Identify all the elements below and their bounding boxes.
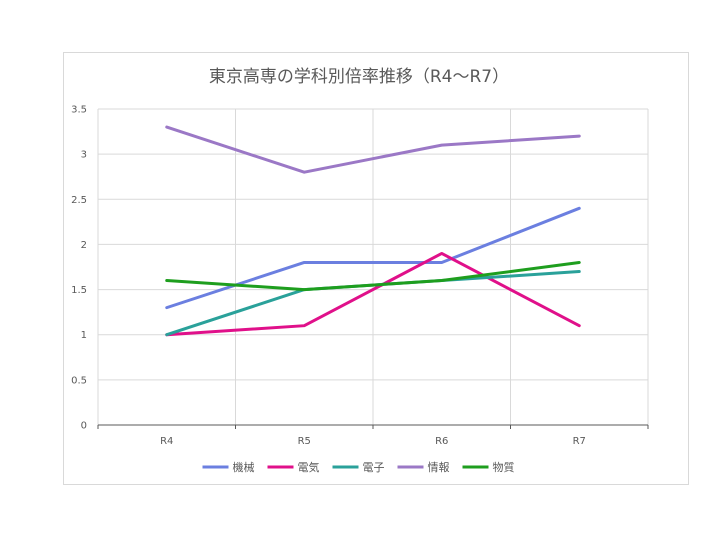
y-tick-label: 3.5 — [71, 105, 87, 116]
legend-label: 物質 — [493, 460, 515, 474]
y-tick-label: 0.5 — [71, 375, 87, 386]
grid-layer — [97, 108, 649, 425]
chart-title: 東京高専の学科別倍率推移（R4〜R7） — [209, 67, 509, 87]
legend-label: 電子 — [363, 461, 385, 474]
series-layer — [165, 125, 581, 337]
y-tick-label: 1 — [81, 330, 87, 341]
x-tick-label: R7 — [573, 436, 586, 447]
axis-layer: 0 0.5 1 1.5 2 2.5 3 3.5 R4 R5 R6 R7 — [71, 105, 649, 447]
y-tick-label: 2 — [81, 240, 87, 251]
legend-label: 電気 — [298, 460, 320, 474]
x-tick-label: R4 — [160, 436, 173, 447]
x-tick-label: R6 — [435, 436, 448, 447]
y-tick-label: 2.5 — [71, 195, 87, 206]
series-line-4 — [165, 125, 581, 174]
legend-label: 情報 — [428, 461, 450, 474]
series-line-5 — [165, 260, 581, 292]
legend: 機械 電気 電子 情報 物質 — [202, 460, 515, 474]
x-tick-label: R5 — [298, 436, 311, 447]
y-tick-label: 1.5 — [71, 285, 87, 296]
series-line-2 — [165, 251, 581, 337]
y-tick-label: 0 — [81, 421, 87, 432]
y-tick-label: 3 — [81, 150, 87, 161]
chart-frame — [63, 52, 689, 485]
legend-label: 機械 — [233, 460, 255, 474]
